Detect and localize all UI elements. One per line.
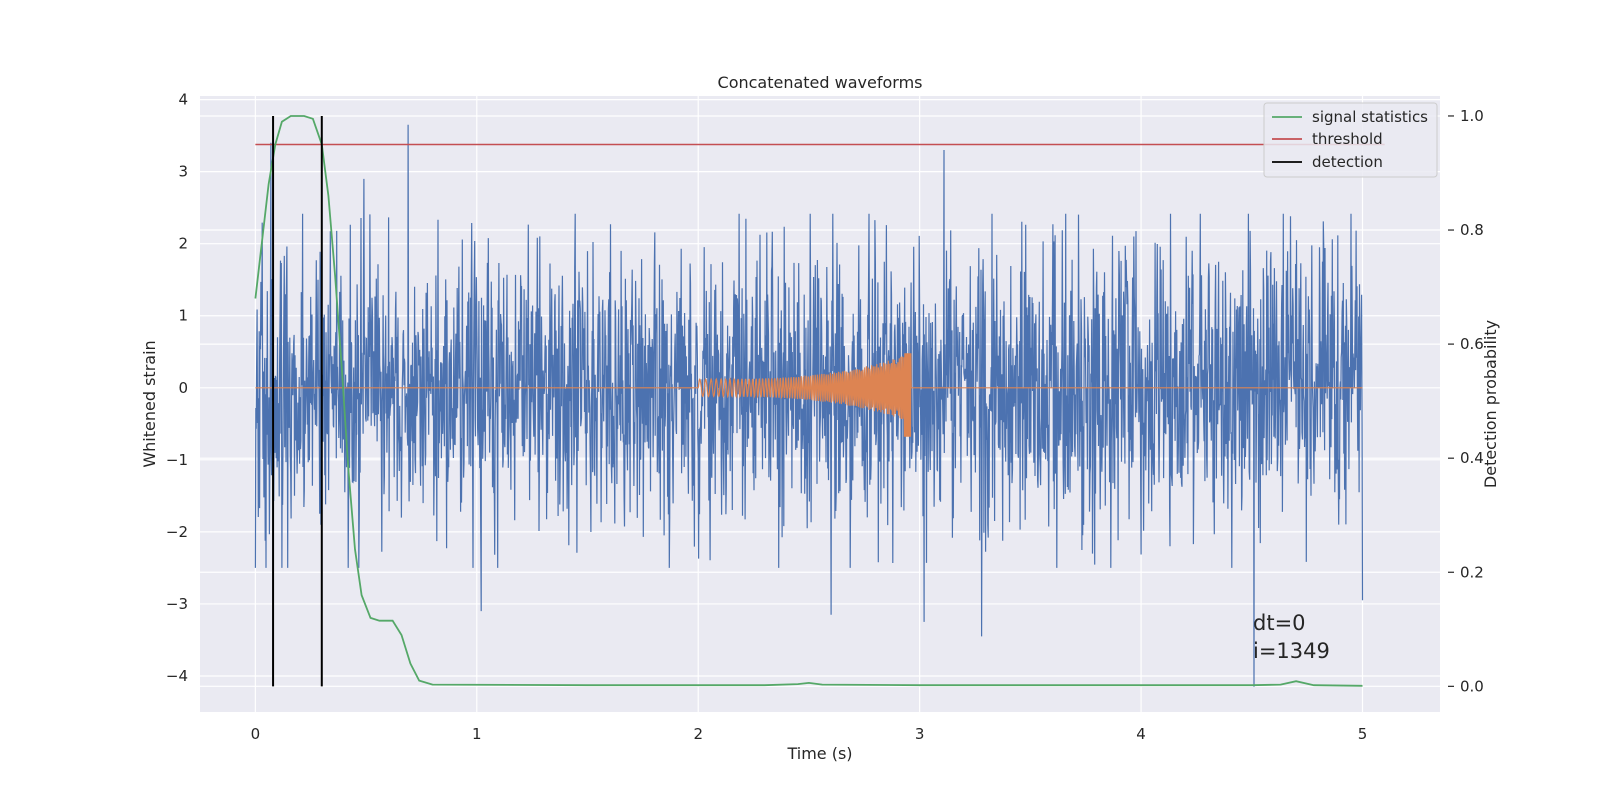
injected-waveform-line	[255, 353, 1363, 437]
y-axis-ticks: 4 3 2 1 0 −1 −2 −3 −4	[166, 91, 188, 685]
right-y-tick-label: 0.4	[1460, 449, 1484, 467]
right-y-axis-ticks: 1.0 0.8 0.6 0.4 0.2 0.0	[1448, 107, 1484, 695]
annotation-index: i=1349	[1253, 639, 1330, 663]
right-y-axis-label: Detection probability	[1481, 320, 1500, 488]
x-tick-label: 2	[693, 725, 703, 743]
x-axis-ticks: 0 1 2 3 4 5	[251, 725, 1368, 743]
y-tick-label: −1	[166, 451, 188, 469]
right-y-tick-label: 1.0	[1460, 107, 1484, 125]
x-tick-label: 0	[251, 725, 261, 743]
strain-series-line	[254, 124, 1364, 687]
x-axis-label: Time (s)	[786, 744, 852, 763]
annotation-dt: dt=0	[1253, 611, 1306, 635]
y-tick-label: 0	[178, 379, 188, 397]
x-tick-label: 1	[472, 725, 482, 743]
legend: signal statistics threshold detection	[1263, 102, 1438, 178]
y-tick-label: −3	[166, 595, 188, 613]
right-y-tick-label: 0.0	[1460, 677, 1484, 695]
legend-box	[1263, 102, 1438, 178]
right-y-tick-label: 0.6	[1460, 335, 1484, 353]
x-tick-label: 5	[1358, 725, 1368, 743]
y-tick-label: 3	[178, 163, 188, 181]
chart-title: Concatenated waveforms	[718, 73, 923, 92]
x-tick-label: 4	[1136, 725, 1146, 743]
y-tick-label: 4	[178, 91, 188, 109]
legend-label-threshold: threshold	[1312, 130, 1383, 148]
y-tick-label: 1	[178, 307, 188, 325]
legend-label-detection: detection	[1312, 153, 1383, 171]
detection-lines	[272, 115, 323, 687]
series-layer	[254, 115, 1385, 687]
y-axis-label: Whitened strain	[140, 340, 159, 467]
right-y-tick-label: 0.2	[1460, 563, 1484, 581]
right-y-tick-label: 0.8	[1460, 221, 1484, 239]
legend-label-signal-statistics: signal statistics	[1312, 108, 1428, 126]
y-tick-label: −2	[166, 523, 188, 541]
y-tick-label: 2	[178, 235, 188, 253]
y-tick-label: −4	[166, 667, 188, 685]
signal-statistics-line	[254, 115, 1363, 687]
x-tick-label: 3	[915, 725, 925, 743]
